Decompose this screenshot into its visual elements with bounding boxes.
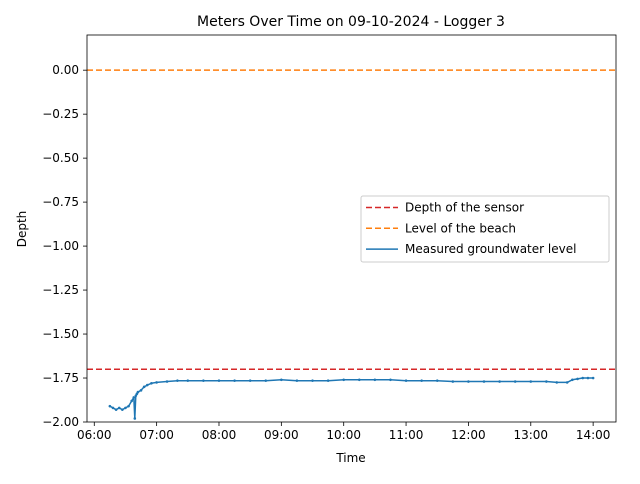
data-point: [498, 380, 501, 383]
data-point: [111, 406, 115, 410]
data-point: [114, 408, 118, 411]
data-point: [513, 380, 517, 383]
data-point: [295, 379, 299, 382]
data-point: [586, 376, 590, 380]
data-point: [155, 381, 158, 384]
data-point: [248, 379, 252, 382]
y-tick-label: −1.25: [42, 283, 79, 297]
data-point: [404, 379, 408, 382]
data-point: [451, 380, 455, 383]
series-line-1: [109, 377, 594, 420]
data-point: [150, 382, 153, 385]
data-point: [591, 376, 595, 380]
data-point: [121, 408, 124, 411]
y-tick-label: −1.50: [42, 327, 79, 341]
data-point: [233, 379, 236, 382]
data-point: [217, 379, 221, 382]
legend-box: [360, 195, 610, 263]
data-point: [565, 381, 569, 384]
legend-label: Level of the beach: [405, 221, 516, 235]
legend-label: Depth of the sensor: [405, 201, 524, 215]
x-axis-label: Time: [335, 451, 365, 465]
data-point: [326, 379, 330, 382]
x-tick-label: 07:00: [139, 428, 174, 442]
data-point: [127, 404, 130, 408]
data-point: [142, 385, 146, 389]
data-point: [435, 379, 439, 382]
x-tick-label: 12:00: [451, 428, 486, 442]
chart-title: Meters Over Time on 09-10-2024 - Logger …: [197, 14, 505, 30]
data-point: [132, 396, 136, 399]
data-point: [389, 378, 392, 382]
legend-label: Measured groundwater level: [405, 242, 576, 256]
data-point: [373, 378, 377, 382]
y-tick-label: −0.75: [42, 195, 79, 209]
x-tick-label: 13:00: [513, 428, 548, 442]
data-point: [139, 389, 143, 392]
data-point: [311, 379, 314, 382]
y-tick-label: −2.00: [42, 415, 79, 429]
plot-frame: [86, 34, 617, 423]
data-point: [555, 381, 559, 384]
data-point: [420, 379, 423, 382]
y-tick-label: −1.75: [42, 371, 79, 385]
data-point: [145, 383, 149, 387]
x-tick-label: 09:00: [264, 428, 299, 442]
data-point: [133, 417, 137, 420]
data-point: [264, 379, 268, 382]
x-tick-label: 08:00: [202, 428, 237, 442]
data-point: [165, 380, 169, 383]
data-point: [186, 379, 190, 382]
y-tick-label: −1.00: [42, 239, 79, 253]
data-point: [529, 380, 533, 383]
data-point: [576, 377, 579, 381]
y-tick-label: −0.25: [42, 107, 79, 121]
data-point: [357, 378, 361, 382]
data-point: [176, 379, 179, 382]
data-point: [280, 378, 283, 382]
y-axis-label: Depth: [15, 211, 29, 248]
data-point: [545, 380, 548, 383]
x-tick-label: 10:00: [326, 428, 361, 442]
data-point: [202, 379, 205, 382]
data-point: [482, 380, 486, 383]
data-point: [117, 406, 121, 410]
data-point: [581, 376, 585, 380]
data-point: [342, 378, 346, 382]
x-tick-label: 14:00: [576, 428, 611, 442]
y-tick-label: −0.50: [42, 151, 79, 165]
plot-area: 06:00 07:00 08:00 09:00 10:00 11:00 12:00 13:00…: [42, 34, 617, 442]
data-point: [124, 406, 127, 410]
legend: Depth of the sensor Level of the beach Mea…: [360, 195, 610, 263]
data-point: [108, 404, 112, 408]
x-tick-label: 11:00: [389, 428, 424, 442]
data-point: [136, 390, 140, 394]
data-point: [571, 378, 574, 382]
y-tick-label: 0.00: [52, 63, 79, 77]
data-point: [130, 399, 133, 403]
data-point: [467, 380, 470, 383]
x-tick-label: 06:00: [77, 428, 112, 442]
